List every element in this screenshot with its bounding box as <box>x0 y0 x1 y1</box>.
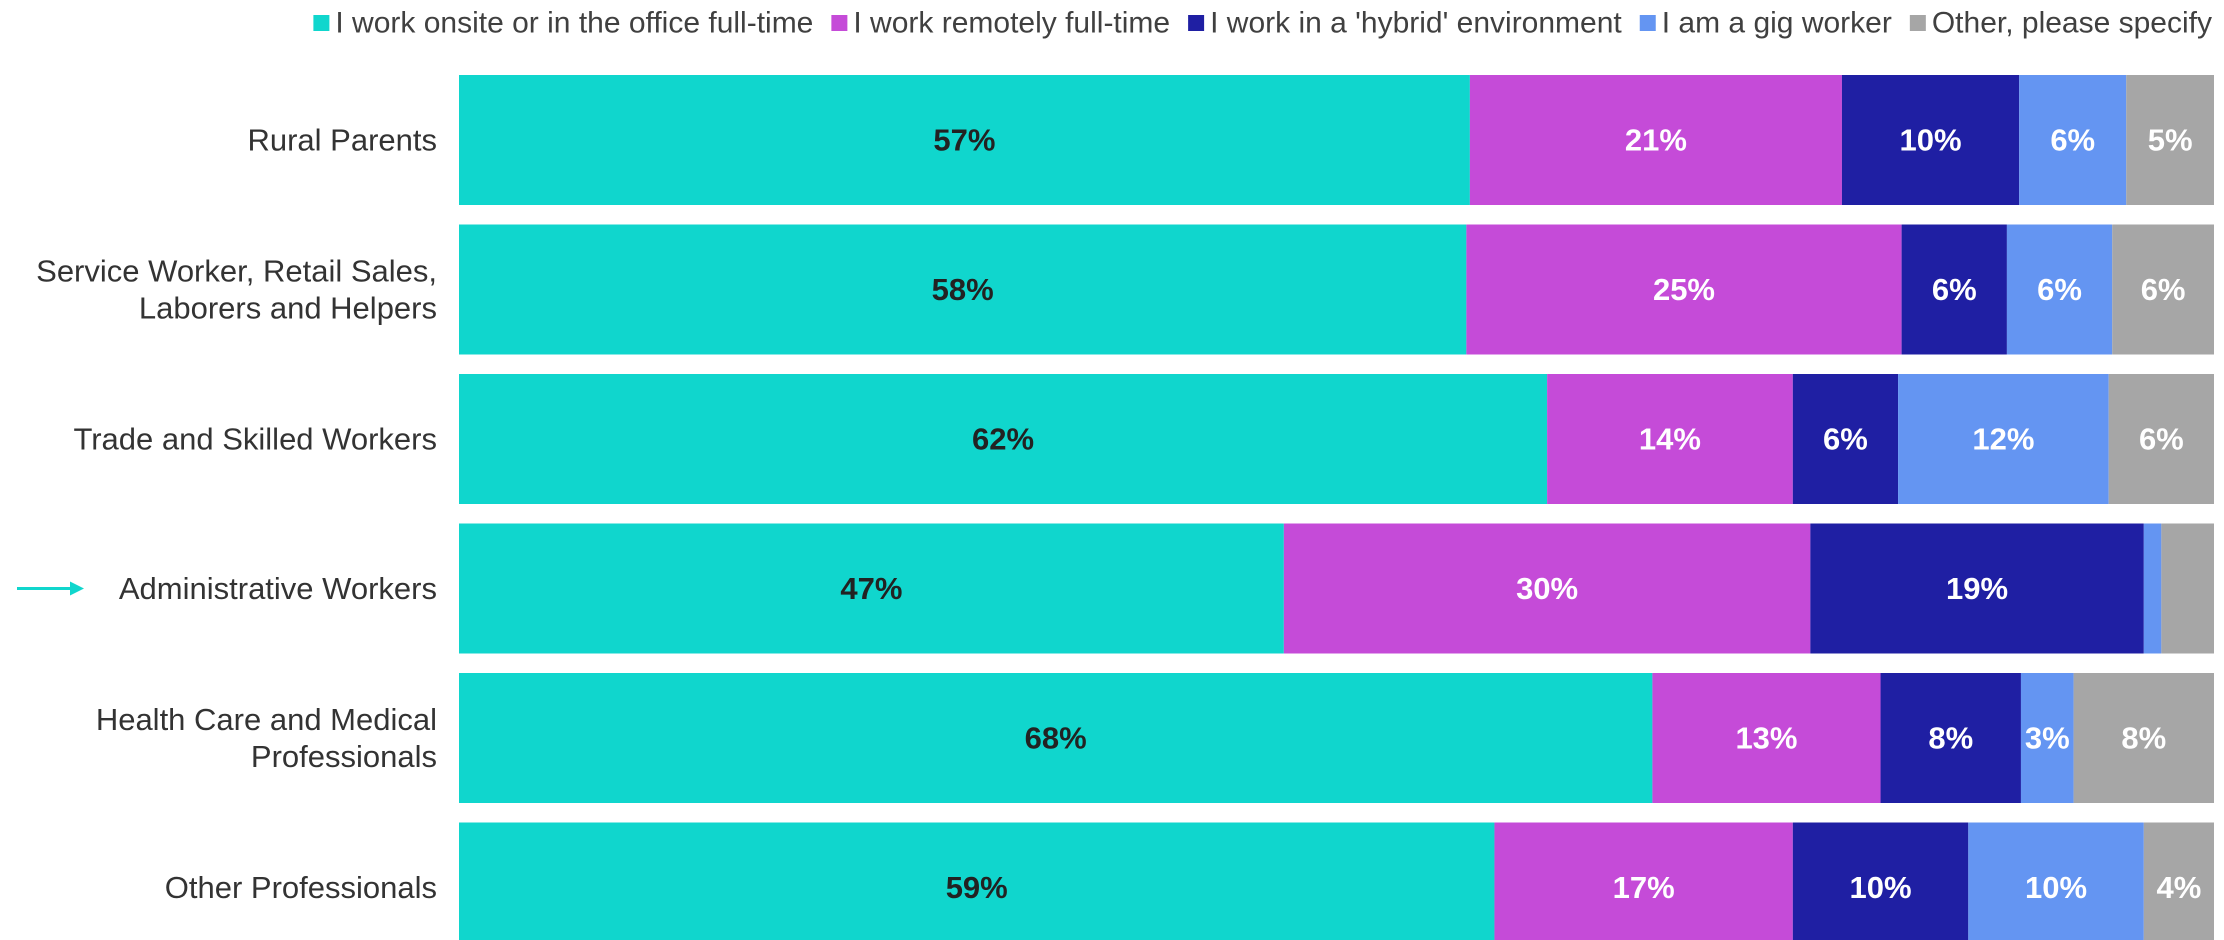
category-label: Service Worker, Retail Sales, <box>36 254 437 289</box>
data-label: 5% <box>2148 123 2193 158</box>
legend-swatch <box>831 15 848 31</box>
category-label: Rural Parents <box>247 123 437 158</box>
data-label: 6% <box>1932 272 1977 307</box>
category-label: Health Care and Medical <box>96 702 437 737</box>
data-label: 14% <box>1639 422 1701 457</box>
bar-segment <box>1898 374 2109 504</box>
bar-segment <box>1968 822 2144 940</box>
data-label: 62% <box>972 422 1034 457</box>
value-labels: 57% 21% 10% 6% 5% 58% 25% 6% 6% 6% 62% 14% 6% 12% 6% 47… <box>840 123 2201 906</box>
bar-segment <box>2143 523 2162 654</box>
bar-segment <box>459 822 1495 940</box>
legend-label: I work onsite or in the office full-time <box>335 7 813 40</box>
bar-segment <box>1792 822 1969 940</box>
legend-label: I work in a 'hybrid' environment <box>1210 7 1622 40</box>
data-label: 68% <box>1025 721 1087 756</box>
bar-segment <box>1792 374 1899 504</box>
data-label: 13% <box>1735 721 1797 756</box>
bar-segment <box>1547 374 1793 504</box>
data-label: 47% <box>840 571 902 606</box>
data-label: 19% <box>1946 571 2008 606</box>
data-label: 6% <box>2037 272 2082 307</box>
bar-segment <box>459 374 1548 504</box>
bar-segment <box>2108 374 2214 504</box>
bar-segment <box>459 75 1470 205</box>
legend-label: Other, please specify <box>1932 7 2212 40</box>
data-label: 4% <box>2156 870 2201 905</box>
bar-segment <box>1901 224 2007 355</box>
bar-segment <box>1841 75 2020 205</box>
bar-segment <box>1880 673 2021 803</box>
bar-segment <box>2020 673 2074 803</box>
data-label: 10% <box>1900 123 1962 158</box>
data-label: 30% <box>1516 571 1578 606</box>
legend-swatch <box>1188 15 1205 31</box>
data-label: 8% <box>2121 721 2166 756</box>
legend-label: I work remotely full-time <box>853 7 1170 40</box>
data-label: 58% <box>932 272 994 307</box>
highlight-marker <box>17 581 84 596</box>
bar-segment <box>2019 75 2127 205</box>
bar-segment <box>459 523 1284 654</box>
bar-segment <box>1810 523 2144 654</box>
data-label: 21% <box>1625 123 1687 158</box>
data-label: 10% <box>1850 870 1912 905</box>
bar-segment <box>1652 673 1881 803</box>
category-label: Other Professionals <box>165 870 437 905</box>
bar-segment <box>1494 822 1793 940</box>
bar-segment <box>2126 75 2214 205</box>
category-label: Professionals <box>251 739 437 774</box>
bar-segment <box>459 673 1653 803</box>
data-label: 57% <box>933 123 995 158</box>
bars <box>459 75 2214 940</box>
data-label: 3% <box>2025 721 2070 756</box>
data-label: 59% <box>946 870 1008 905</box>
data-label: 6% <box>1823 422 1868 457</box>
arrow-head <box>70 581 84 596</box>
legend-swatch <box>1909 15 1926 31</box>
bar-segment <box>1283 523 1811 654</box>
data-label: 6% <box>2050 123 2095 158</box>
category-label: Laborers and Helpers <box>139 291 437 326</box>
bar-segment <box>2006 224 2113 355</box>
bar-segment <box>2073 673 2214 803</box>
category-label: Trade and Skilled Workers <box>73 422 437 457</box>
legend-swatch <box>1639 15 1656 31</box>
data-label: 25% <box>1653 272 1715 307</box>
data-label: 12% <box>1972 422 2034 457</box>
data-label: 10% <box>2025 870 2087 905</box>
legend-swatch <box>313 15 330 31</box>
data-label: 17% <box>1613 870 1675 905</box>
data-label: 8% <box>1928 721 1973 756</box>
bar-segment <box>2161 523 2214 654</box>
chart-legend: I work onsite or in the office full-time… <box>313 7 2212 40</box>
bar-segment <box>1469 75 1842 205</box>
bar-segment <box>459 224 1467 355</box>
data-label: 6% <box>2139 422 2184 457</box>
data-label: 6% <box>2141 272 2186 307</box>
category-labels: Rural Parents Service Worker, Retail Sale… <box>36 123 437 906</box>
bar-segment <box>2143 822 2214 940</box>
legend-label: I am a gig worker <box>1662 7 1892 40</box>
bar-segment <box>2112 224 2214 355</box>
bar-segment <box>1466 224 1902 355</box>
category-label: Administrative Workers <box>119 571 437 606</box>
